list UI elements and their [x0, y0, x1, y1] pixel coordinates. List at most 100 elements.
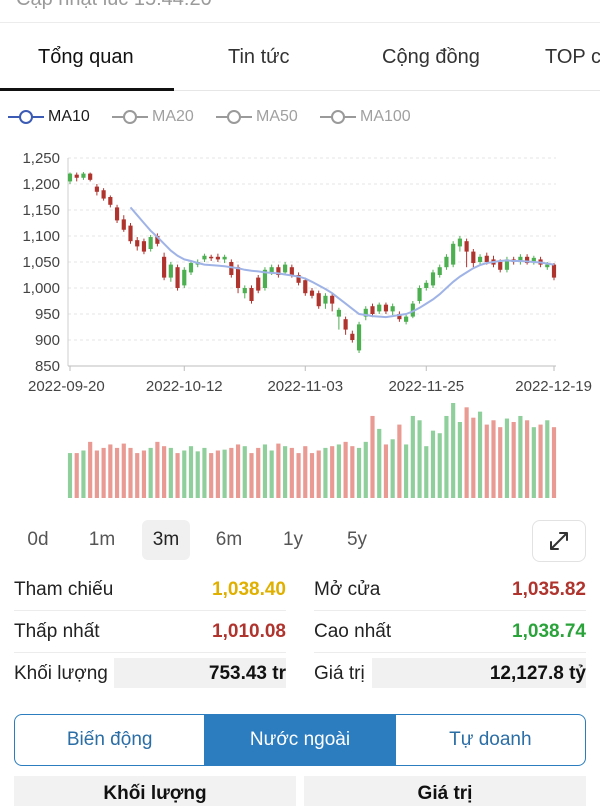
volume-bar — [88, 441, 93, 498]
volume-bar — [182, 450, 187, 498]
tab-top[interactable]: TOP c — [545, 46, 600, 68]
y-tick-label: 1,000 — [22, 280, 60, 297]
volume-bar — [114, 447, 120, 498]
volume-bar — [175, 453, 180, 498]
candle-body — [242, 288, 247, 294]
volume-bar — [430, 430, 436, 498]
volume-bar — [457, 422, 462, 498]
candle-body — [155, 236, 160, 244]
candle-body — [108, 197, 113, 205]
legend-ma10[interactable]: MA10 — [8, 108, 90, 126]
volume-bar — [350, 446, 355, 498]
y-tick-label: 1,100 — [22, 228, 60, 245]
legend-ma100-icon — [320, 110, 356, 124]
candle-body — [330, 295, 335, 304]
candle-body — [518, 256, 523, 262]
legend-ma10-label: MA10 — [48, 108, 90, 125]
tab-community[interactable]: Cộng đồng — [382, 46, 480, 68]
candle-body — [477, 256, 483, 262]
y-tick-label: 850 — [35, 358, 60, 375]
stat-volume-label: Khối lượng — [14, 663, 108, 684]
candle-body — [363, 308, 368, 317]
legend-ma50-icon — [216, 110, 252, 124]
legend-ma20[interactable]: MA20 — [112, 108, 194, 126]
candle-body — [175, 267, 180, 288]
segment-tu-doanh[interactable]: Tự doanh — [449, 729, 532, 750]
stat-value-label: Giá trị — [314, 663, 365, 684]
candle-body — [276, 267, 281, 275]
price-chart[interactable]: 1,250 1,200 1,150 1,100 1,050 1,000 950 900 850 2… — [0, 140, 600, 510]
candle-body — [182, 269, 187, 286]
volume-bar — [249, 453, 254, 498]
expand-chart-button[interactable] — [532, 520, 586, 562]
volume-bar — [289, 447, 294, 498]
volume-bar — [397, 424, 402, 498]
volume-bar — [504, 418, 510, 498]
volume-bar — [424, 446, 429, 498]
volume-bar — [128, 447, 133, 498]
range-1y[interactable]: 1y — [282, 529, 304, 550]
header-value: Giá trị — [304, 776, 586, 806]
volume-bar — [545, 420, 550, 498]
candle-body — [229, 262, 234, 275]
volume-bar — [511, 422, 516, 498]
range-6m[interactable]: 6m — [215, 529, 243, 550]
volume-bar — [67, 453, 73, 498]
stat-high: Cao nhất 1,038.74 — [314, 612, 586, 653]
volume-bar — [356, 447, 362, 498]
candle-body — [471, 251, 476, 264]
tab-news[interactable]: Tin tức — [228, 46, 290, 68]
volume-bar — [410, 415, 415, 498]
candle-body — [551, 264, 557, 278]
candle-body — [215, 256, 220, 260]
range-1m[interactable]: 1m — [88, 529, 116, 550]
candle-body — [350, 333, 355, 340]
update-status-text: Cập nhật lúc 15:44:20 — [16, 0, 212, 11]
y-tick-label: 900 — [35, 332, 60, 349]
candle-body — [316, 293, 321, 307]
volume-bar — [525, 420, 530, 498]
time-range-selector: 0d 1m 3m 6m 1y 5y — [0, 520, 600, 560]
candle-body — [141, 241, 147, 252]
x-tick-label: 2022-11-03 — [267, 378, 343, 395]
stat-open-label: Mở cửa — [314, 579, 381, 600]
volume-bar — [296, 453, 301, 498]
candle-body — [128, 225, 133, 242]
segment-bien-dong[interactable]: Biến động — [15, 715, 206, 765]
volume-bar — [81, 450, 86, 498]
tab-overview[interactable]: Tổng quan — [38, 46, 134, 68]
range-3m[interactable]: 3m — [142, 520, 190, 560]
segment-nuoc-ngoai[interactable]: Nước ngoài — [205, 715, 396, 765]
candle-body — [370, 306, 375, 314]
candle-body — [121, 219, 126, 230]
candle-body — [343, 319, 348, 330]
candle-body — [390, 306, 395, 312]
candle-body — [410, 303, 415, 317]
range-5y[interactable]: 5y — [346, 529, 368, 550]
candle-body — [168, 264, 173, 278]
volume-bar — [370, 415, 375, 498]
header-volume: Khối lượng — [14, 776, 296, 806]
candle-body — [323, 295, 328, 304]
candle-body — [504, 259, 510, 270]
y-tick-label: 1,200 — [22, 176, 60, 193]
ma10-line — [129, 206, 555, 319]
candle-body — [256, 277, 261, 291]
candle-body — [531, 257, 536, 262]
legend-ma10-icon — [8, 110, 44, 124]
volume-bar — [484, 424, 489, 498]
active-tab-indicator — [0, 88, 174, 91]
volume-bar — [531, 427, 536, 498]
candle-body — [356, 324, 362, 351]
legend-ma100[interactable]: MA100 — [320, 108, 411, 126]
main-tabs: Tổng quan Tin tức Cộng đồng TOP c — [0, 24, 600, 91]
x-tick-label: 2022-11-25 — [388, 378, 464, 395]
legend-ma50[interactable]: MA50 — [216, 108, 298, 126]
volume-bar — [303, 446, 308, 498]
volume-bar — [256, 447, 261, 498]
candle-body — [545, 264, 550, 268]
y-tick-label: 1,150 — [22, 202, 60, 219]
volume-bar — [195, 451, 200, 498]
range-0d[interactable]: 0d — [27, 529, 49, 550]
candle-body — [289, 267, 294, 275]
